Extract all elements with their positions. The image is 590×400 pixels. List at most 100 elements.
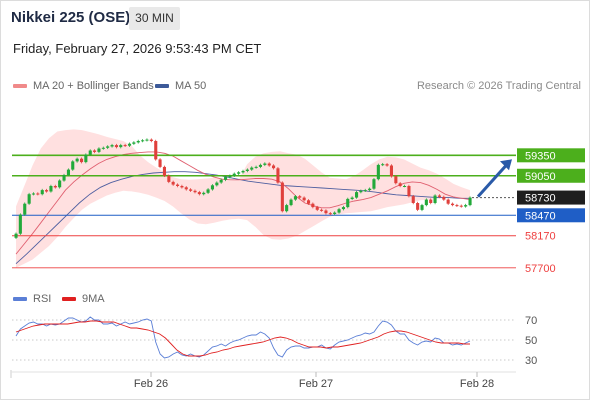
timeframe-badge[interactable]: 30 MIN [129,7,180,30]
candle-body [106,146,110,148]
candle-body [171,181,175,185]
candle-body [341,207,345,210]
candle-body [437,195,441,197]
candle-body [75,158,79,162]
candle-body [368,188,372,191]
level-labels: 59350 59050 58730 58470 58170 57700 [517,148,585,275]
candle-body [429,199,433,203]
candle-body [71,161,75,170]
candle-body [123,145,127,147]
candle-body [372,179,376,189]
rsi-tick-30: 30 [525,355,537,367]
candle-body [324,210,328,214]
candle-body [350,197,354,199]
candle-body [40,190,44,195]
candle-body [424,199,428,206]
candle-body [272,165,276,169]
level-label-59050: 59050 [517,168,585,183]
candle-body [258,164,262,167]
candle-body [232,173,236,176]
candle-body [180,186,184,188]
price-levels [12,154,516,269]
legend-rsi: RSI [13,293,51,305]
candle-body [93,150,97,152]
ma50-swatch [155,84,169,88]
candle-body [62,175,66,181]
candle-body [158,159,162,167]
candle-body [433,195,437,203]
bollinger-band-area [16,129,470,268]
candle-body [394,176,398,184]
candle-body [403,186,407,187]
level-label-text: 58730 [525,193,556,205]
legend-9ma: 9MA [62,293,105,305]
level-label-bg [517,208,585,223]
candle-body [280,182,284,212]
candle-body [23,203,27,215]
candle-body [53,186,57,188]
candle-body [110,145,114,147]
candle-body [420,205,424,210]
candle-body [359,190,363,193]
candle-body [210,185,214,190]
candle-body [197,192,201,195]
candle-body [149,139,153,141]
candle-body [206,189,210,193]
candle-body [337,209,341,213]
rsi-ma-line [15,320,470,357]
candle-body [468,197,472,206]
candle-body [276,168,280,183]
candle-body [119,145,123,148]
candle-body [84,154,88,163]
candle-body [298,196,302,198]
candle-body [389,165,393,177]
ma50-line [15,171,470,265]
candle-body [328,213,332,215]
time-axis: Feb 26 Feb 27 Feb 28 [10,370,516,390]
candle-body [307,200,311,204]
legend-rsi-label: RSI [33,293,52,305]
candle-body [141,140,145,142]
candle-body [451,203,455,206]
level-label-bg [517,148,585,163]
candle-body [31,193,35,195]
rsi-panel: 70 50 30 [12,315,537,367]
candle-body [302,197,306,201]
candle-body [58,180,62,188]
level-label-text: 58170 [525,231,556,243]
candle-body [128,143,132,146]
candle-body [193,190,197,193]
candle-body [355,192,359,198]
candle-body [88,150,92,155]
candle-body [18,214,22,234]
level-label-text: 59350 [525,150,556,162]
candle-body [154,141,158,160]
legend-ma50-label: MA 50 [175,80,207,92]
candle-body [97,148,101,152]
candle-body [45,190,49,192]
candle-body [315,207,319,210]
legend-ma50: MA 50 [155,80,206,92]
candle-body [411,196,415,203]
candle-body [136,141,140,143]
forecast-arrow-head [500,159,512,171]
rsi-tick-50: 50 [525,335,537,347]
candle-body [267,163,271,166]
candle-body [250,167,254,170]
candle-body [114,145,118,148]
instrument-title: Nikkei 225 (OSE) [11,9,131,26]
candle-body [228,175,232,178]
candle-body [80,158,84,163]
candle-body [285,205,289,212]
level-label-text: 59050 [525,171,556,183]
candle-body [66,169,70,176]
rsi-swatch [13,297,27,301]
rsi-ma-swatch [62,297,76,301]
candle-body [320,209,324,211]
candle-body [446,199,450,204]
candle-body [49,186,53,192]
legend-ma20: MA 20 + Bollinger Bands [13,80,154,92]
level-label-bg [517,168,585,183]
candle-body [293,196,297,200]
